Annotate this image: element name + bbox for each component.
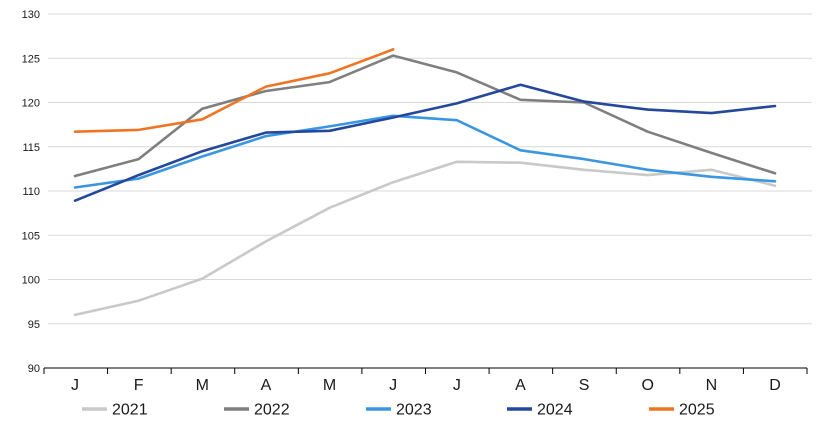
series-line-2021 xyxy=(73,160,777,317)
y-axis-label: 120 xyxy=(22,98,40,110)
legend-label-2021: 2021 xyxy=(112,402,148,419)
series-line-2023 xyxy=(73,114,777,189)
x-axis-label: A xyxy=(261,377,272,394)
x-axis-label: N xyxy=(706,377,718,394)
y-axis-label: 100 xyxy=(22,275,40,287)
y-axis-label: 125 xyxy=(22,53,40,65)
x-axis-label: M xyxy=(196,377,209,394)
x-axis-label: A xyxy=(515,377,526,394)
legend-label-2024: 2024 xyxy=(537,402,573,419)
y-axis-label: 95 xyxy=(28,319,40,331)
y-axis-label: 110 xyxy=(22,186,40,198)
series-line-2024 xyxy=(73,83,777,202)
legend-label-2023: 2023 xyxy=(396,402,432,419)
x-axis-label: J xyxy=(453,377,461,394)
x-axis-label: J xyxy=(389,377,397,394)
y-axis-label: 115 xyxy=(22,142,40,154)
series-line-2022 xyxy=(73,54,777,178)
y-axis-label: 130 xyxy=(22,9,40,21)
y-axis-label: 105 xyxy=(22,230,40,242)
series-line-2025 xyxy=(73,48,395,133)
legend-label-2022: 2022 xyxy=(254,402,290,419)
y-axis-label: 90 xyxy=(28,363,40,375)
x-axis-label: S xyxy=(579,377,590,394)
x-axis-label: J xyxy=(71,377,79,394)
legend-label-2025: 2025 xyxy=(679,402,715,419)
x-axis-label: M xyxy=(323,377,336,394)
x-axis-label: F xyxy=(134,377,144,394)
x-axis-label: D xyxy=(769,377,781,394)
x-axis-label: O xyxy=(642,377,654,394)
